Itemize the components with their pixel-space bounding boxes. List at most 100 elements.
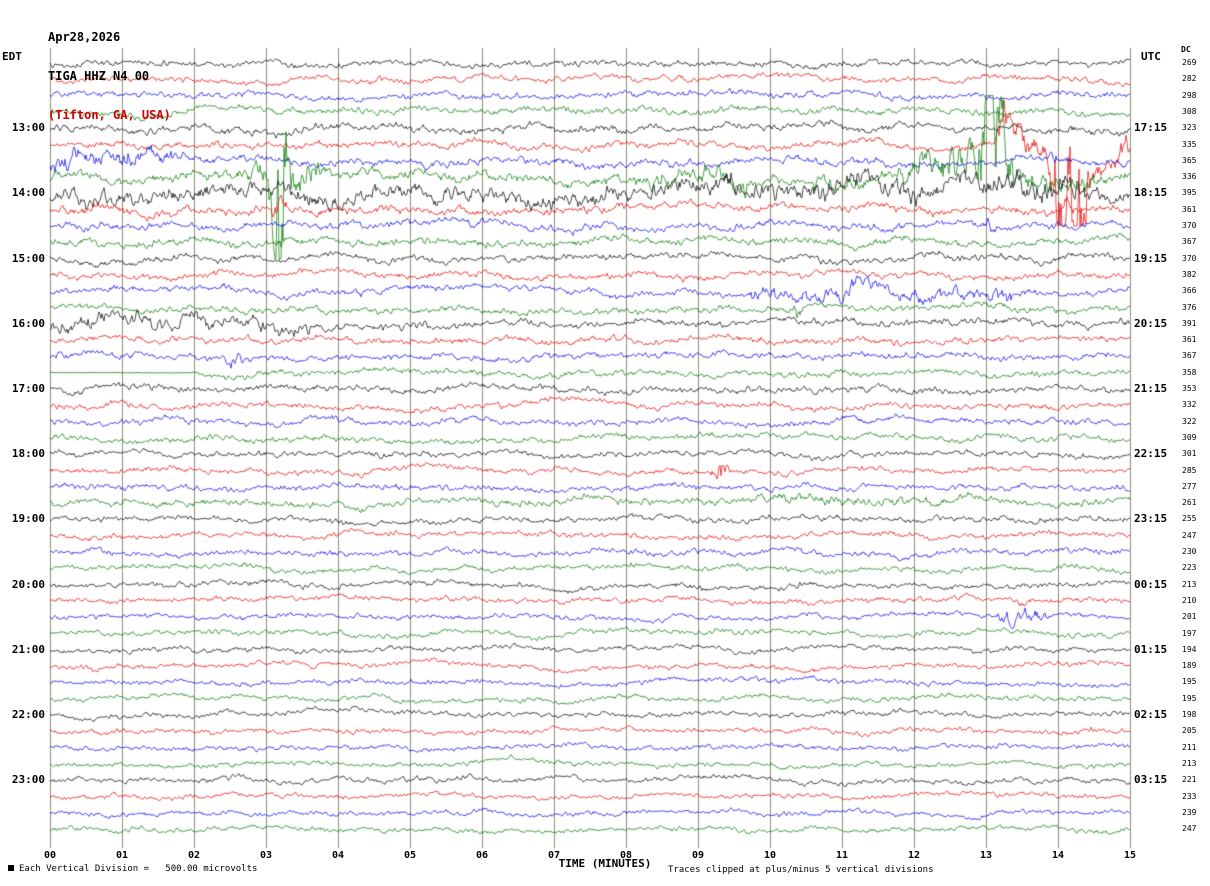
dc-value: 367 (1182, 237, 1197, 247)
dc-value: 370 (1182, 221, 1197, 230)
dc-value: 366 (1182, 286, 1197, 296)
right-time-label: 01:15 (1134, 642, 1168, 656)
x-axis-tick: 03 (259, 850, 273, 861)
right-timezone-label: UTC (1141, 50, 1161, 63)
division-marker-icon (8, 865, 14, 871)
left-time-label: 21:00 (11, 642, 45, 656)
dc-value: 308 (1182, 106, 1197, 116)
x-axis-tick: 14 (1051, 850, 1065, 861)
dc-value: 358 (1182, 367, 1197, 377)
x-axis-tick: 08 (619, 850, 633, 861)
dc-value: 213 (1182, 579, 1197, 589)
dc-value: 376 (1182, 302, 1197, 312)
dc-value: 239 (1182, 807, 1197, 817)
dc-value: 335 (1182, 139, 1197, 149)
dc-value: 285 (1182, 465, 1197, 475)
left-time-label: 22:00 (11, 708, 45, 721)
x-axis-tick: 12 (907, 850, 921, 861)
x-axis-tick: 13 (979, 850, 993, 861)
right-time-label: 21:15 (1134, 382, 1168, 395)
right-time-label: 03:15 (1134, 773, 1168, 787)
header-station: TIGA HHZ N4 00 (48, 69, 150, 83)
right-time-label: 18:15 (1134, 186, 1168, 200)
dc-value: 277 (1182, 481, 1197, 491)
x-axis-tick: 15 (1123, 850, 1137, 861)
dc-value: 195 (1182, 693, 1197, 703)
clip-note: Traces clipped at plus/minus 5 vertical … (668, 865, 934, 875)
dc-value: 322 (1182, 416, 1197, 426)
dc-value: 205 (1182, 726, 1197, 736)
left-time-label: 23:00 (11, 773, 45, 787)
x-axis-tick: 11 (835, 850, 849, 861)
dc-value: 361 (1182, 335, 1197, 345)
dc-value: 282 (1182, 74, 1197, 84)
dc-value: 213 (1182, 758, 1197, 768)
dc-value: 210 (1182, 595, 1197, 605)
dc-value: 247 (1182, 530, 1197, 540)
left-time-label: 14:00 (11, 186, 45, 200)
dc-value: 332 (1182, 400, 1197, 410)
dc-value: 230 (1182, 547, 1197, 556)
dc-value: 195 (1182, 677, 1197, 687)
header-location: (Tifton, GA, USA) (48, 108, 171, 122)
left-time-label: 15:00 (11, 251, 45, 265)
right-time-label: 02:15 (1134, 708, 1168, 721)
dc-value: 197 (1182, 628, 1197, 638)
left-time-label: 20:00 (11, 577, 45, 591)
right-time-label: 20:15 (1134, 316, 1168, 330)
x-axis-tick: 09 (691, 850, 705, 861)
left-time-label: 19:00 (11, 512, 45, 526)
left-time-label: 18:00 (11, 447, 45, 461)
dc-value: 353 (1182, 384, 1197, 393)
dc-value: 221 (1182, 775, 1197, 785)
header-date: Apr28,2026 (48, 30, 121, 44)
left-timezone-label: EDT (2, 50, 22, 63)
left-time-label: 13:00 (11, 121, 45, 135)
dc-value: 211 (1182, 742, 1197, 752)
dc-value: 367 (1182, 351, 1197, 361)
x-axis-tick: 06 (475, 850, 489, 861)
right-time-label: 19:15 (1134, 251, 1168, 265)
scale-note-text: Each Vertical Division = 500.00 microvol… (19, 864, 258, 874)
dc-value: 370 (1182, 253, 1197, 263)
dc-value: 198 (1182, 710, 1197, 719)
x-axis-tick: 04 (331, 850, 345, 861)
dc-value: 309 (1182, 432, 1197, 442)
left-time-label: 17:00 (11, 382, 45, 395)
x-axis-tick: 10 (763, 850, 777, 861)
dc-column-header: DC (1181, 45, 1191, 54)
dc-value: 261 (1182, 498, 1197, 508)
dc-value: 361 (1182, 204, 1197, 214)
dc-value: 298 (1182, 90, 1197, 100)
dc-value: 233 (1182, 791, 1197, 801)
dc-value: 201 (1182, 612, 1197, 622)
x-axis-tick: 05 (403, 850, 417, 861)
x-axis-title: TIME (MINUTES) (558, 857, 652, 870)
plot-header: Apr28,2026 TIGA HHZ N4 00 (Tifton, GA, U… (48, 5, 171, 148)
x-axis-tick: 02 (187, 850, 201, 861)
right-time-label: 17:15 (1134, 121, 1168, 135)
dc-value: 194 (1182, 644, 1197, 654)
dc-value: 269 (1182, 58, 1197, 67)
dc-value: 189 (1182, 661, 1197, 671)
left-time-label: 16:00 (11, 316, 45, 330)
scale-note: Each Vertical Division = 500.00 microvol… (8, 864, 257, 874)
dc-value: 247 (1182, 824, 1197, 834)
x-axis-tick: 00 (43, 850, 57, 861)
dc-value: 391 (1182, 318, 1197, 328)
dc-value: 255 (1182, 514, 1197, 524)
right-time-label: 22:15 (1134, 447, 1168, 461)
x-axis-tick: 01 (115, 850, 129, 861)
right-time-label: 00:15 (1134, 577, 1168, 591)
dc-value: 336 (1182, 172, 1197, 182)
dc-value: 223 (1182, 563, 1197, 573)
right-time-label: 23:15 (1134, 512, 1168, 526)
dc-value: 382 (1182, 269, 1197, 279)
dc-value: 323 (1182, 123, 1197, 133)
dc-value: 395 (1182, 188, 1197, 198)
dc-value: 365 (1182, 155, 1197, 165)
dc-value: 301 (1182, 449, 1197, 459)
x-axis-tick: 07 (547, 850, 561, 861)
